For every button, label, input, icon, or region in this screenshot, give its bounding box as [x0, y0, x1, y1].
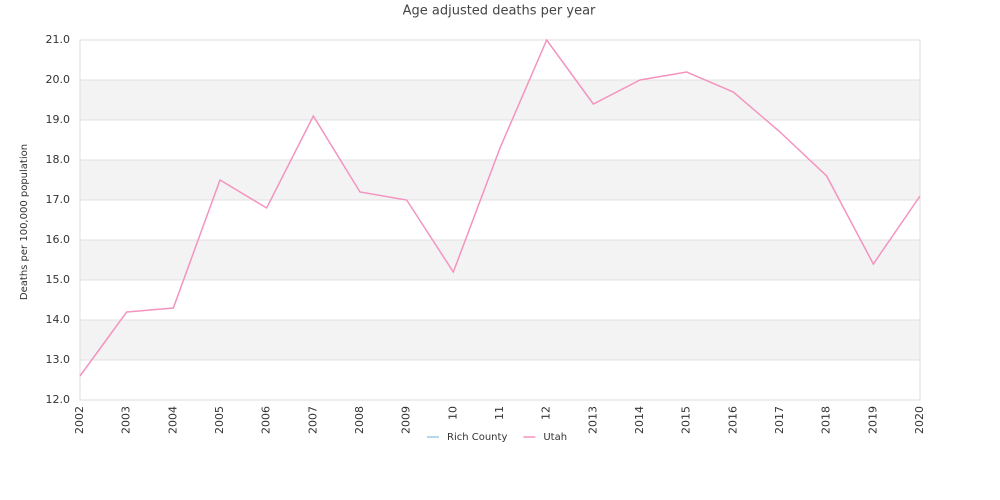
grid-band: [80, 320, 920, 360]
y-tick-label: 14.0: [46, 313, 71, 326]
grid-band: [80, 80, 920, 120]
x-tick-label: 2009: [400, 406, 413, 434]
y-tick-label: 17.0: [46, 193, 71, 206]
x-tick-label: 2017: [773, 406, 786, 434]
x-tick-label: 11: [493, 406, 506, 420]
x-tick-label: 2008: [353, 406, 366, 434]
x-tick-label: 2002: [73, 406, 86, 434]
y-tick-label: 20.0: [46, 73, 71, 86]
legend-label: Utah: [543, 432, 567, 443]
x-tick-label: 2006: [260, 406, 273, 434]
y-tick-label: 13.0: [46, 353, 71, 366]
x-tick-label: 10: [446, 406, 459, 420]
y-tick-label: 12.0: [46, 393, 71, 406]
grid-band: [80, 240, 920, 280]
y-tick-label: 21.0: [46, 33, 71, 46]
chart-title: Age adjusted deaths per year: [403, 4, 596, 19]
grid-band: [80, 160, 920, 200]
x-tick-label: 2018: [820, 406, 833, 434]
x-tick-label: 2004: [166, 406, 179, 434]
plot-frame: [79, 39, 921, 401]
y-tick-label: 19.0: [46, 113, 71, 126]
x-tick-label: 2007: [306, 406, 319, 434]
y-tick-label: 18.0: [46, 153, 71, 166]
line-series: [79, 38, 921, 377]
y-tick-label: 15.0: [46, 273, 71, 286]
x-tick-label: 12: [540, 406, 553, 420]
x-tick-label: 2016: [726, 406, 739, 434]
x-tick-label: 2015: [680, 406, 693, 434]
x-tick-label: 2013: [586, 406, 599, 434]
y-axis-label: Deaths per 100,000 population: [19, 144, 30, 300]
x-tick-label: 2019: [866, 406, 879, 434]
x-tick-label: 2003: [120, 406, 133, 434]
y-tick-label: 16.0: [46, 233, 71, 246]
x-tick-label: 2020: [913, 406, 926, 434]
x-tick-label: 2005: [213, 406, 226, 434]
x-tick-label: 2014: [633, 406, 646, 434]
legend-label: Rich County: [447, 432, 507, 443]
